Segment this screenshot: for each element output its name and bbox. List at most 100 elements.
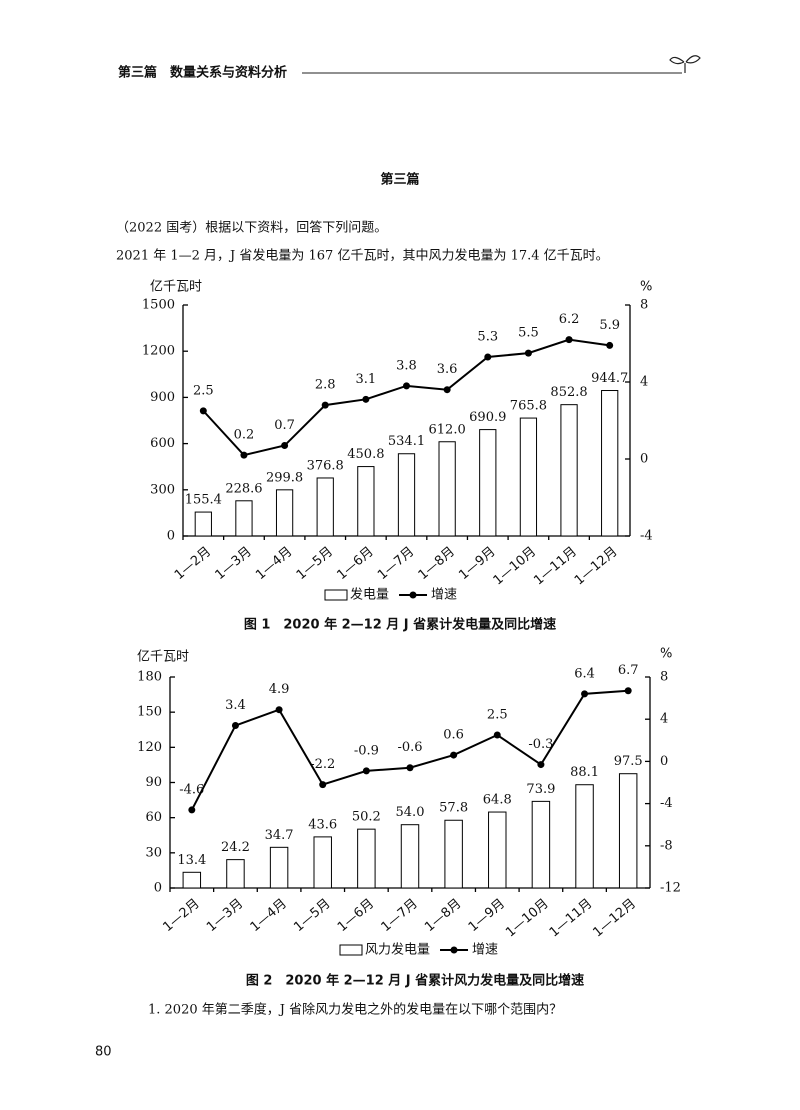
y2-tick-label: 0 xyxy=(660,754,668,769)
line-label: 0.6 xyxy=(443,728,464,743)
y2-tick-label: -4 xyxy=(640,529,653,544)
bar-label: 43.6 xyxy=(308,817,337,832)
legend-point xyxy=(450,946,458,954)
y2-tick-label: -8 xyxy=(660,838,673,853)
bar xyxy=(357,466,375,537)
y-tick-label: 150 xyxy=(137,705,162,720)
y2-tick-label: 0 xyxy=(640,452,648,467)
bar xyxy=(488,811,507,889)
line-label: 0.7 xyxy=(274,418,295,433)
x-tick-label: 1—12月 xyxy=(572,544,621,588)
bar-label: 534.1 xyxy=(388,434,425,449)
x-tick-label: 1—8月 xyxy=(422,896,464,935)
line-point xyxy=(319,781,327,789)
bar xyxy=(531,800,551,889)
y-tick-label: 1200 xyxy=(142,344,175,359)
legend-label: 增速 xyxy=(431,588,457,603)
line-label: 2.8 xyxy=(315,378,336,393)
legend-label: 增速 xyxy=(472,943,498,958)
bar xyxy=(479,429,497,537)
bar xyxy=(618,773,638,889)
line-label: 0.2 xyxy=(234,428,255,443)
bar-label: 97.5 xyxy=(614,754,643,769)
y-tick-label: 300 xyxy=(150,482,175,497)
bar-label: 944.7 xyxy=(591,371,628,386)
y-axis-label: 亿千瓦时 xyxy=(150,280,202,295)
y-tick-label: 30 xyxy=(145,845,162,860)
x-tick-label: 1—3月 xyxy=(204,896,246,935)
line-point xyxy=(524,349,532,357)
x-tick-label: 1—4月 xyxy=(253,544,295,583)
bar-label: 612.0 xyxy=(429,422,466,437)
legend-label: 发电量 xyxy=(350,587,389,603)
bar-label: 73.9 xyxy=(526,782,555,797)
y-tick-label: 600 xyxy=(150,436,175,451)
bar xyxy=(275,489,294,537)
line-label: 3.6 xyxy=(437,362,458,377)
bar-label: 54.0 xyxy=(396,805,425,820)
line-label: -4.6 xyxy=(179,782,204,797)
intro: （2022 国考）根据以下资料，回答下列问题。 xyxy=(116,220,387,236)
line-point xyxy=(537,761,545,769)
bar xyxy=(313,836,332,889)
line-point xyxy=(484,353,492,361)
x-tick-label: 1—10月 xyxy=(503,896,552,940)
line-label: -0.9 xyxy=(354,743,379,758)
bar-label: 13.4 xyxy=(177,853,206,868)
line-point xyxy=(406,764,414,772)
legend-swatch xyxy=(339,944,363,956)
y2-axis-label: % xyxy=(640,280,652,295)
line-label: -0.3 xyxy=(528,737,553,752)
line-label: 6.2 xyxy=(559,312,580,327)
y-tick-label: 120 xyxy=(137,740,162,755)
x-tick-label: 1—7月 xyxy=(379,896,421,935)
line-label: 2.5 xyxy=(487,708,508,723)
bar xyxy=(226,859,245,889)
y2-tick-label: 4 xyxy=(660,712,668,727)
line-label: 2.5 xyxy=(193,383,214,398)
line-point xyxy=(275,706,283,714)
x-tick-label: 1—10月 xyxy=(491,544,540,588)
bar xyxy=(316,477,334,537)
bar xyxy=(560,404,578,537)
line-point xyxy=(240,451,248,459)
x-tick-label: 1—2月 xyxy=(160,896,202,935)
x-tick-label: 1—11月 xyxy=(531,544,580,588)
y2-tick-label: -4 xyxy=(660,796,673,811)
y-tick-label: 180 xyxy=(137,670,162,685)
line-point xyxy=(581,690,589,698)
legend-swatch xyxy=(324,589,348,601)
legend-point xyxy=(409,591,417,599)
line-point xyxy=(362,395,370,403)
line-point xyxy=(188,806,196,814)
legend-label: 风力发电量 xyxy=(365,942,430,958)
header-title: 第三篇 数量关系与资料分析 xyxy=(118,65,287,81)
bar xyxy=(438,441,456,537)
y-tick-label: 1500 xyxy=(142,298,175,313)
y-tick-label: 90 xyxy=(145,775,162,790)
bar-label: 765.8 xyxy=(510,399,547,414)
x-tick-label: 1—12月 xyxy=(590,896,639,940)
bar-label: 450.8 xyxy=(347,447,384,462)
line-label: 3.8 xyxy=(396,358,417,373)
bar-label: 34.7 xyxy=(265,828,294,843)
x-tick-label: 1—5月 xyxy=(291,896,333,935)
line-label: 5.9 xyxy=(599,318,620,333)
y2-tick-label: 8 xyxy=(640,298,648,313)
chart-caption: 图 2 2020 年 2—12 月 J 省累计风力发电量及同比增速 xyxy=(246,973,584,989)
x-tick-label: 1—4月 xyxy=(248,896,290,935)
line-label: -2.2 xyxy=(310,757,335,772)
bar xyxy=(575,784,594,889)
line-point xyxy=(403,382,410,390)
bar-label: 690.9 xyxy=(469,410,506,425)
line-point xyxy=(231,722,239,730)
y-axis-label: 亿千瓦时 xyxy=(137,650,189,665)
bar-label: 376.8 xyxy=(307,458,344,473)
bar xyxy=(397,453,416,537)
line-point xyxy=(362,767,370,775)
chart-caption: 图 1 2020 年 2—12 月 J 省累计发电量及同比增速 xyxy=(244,617,556,633)
y-tick-label: 900 xyxy=(150,390,175,405)
line-label: 5.3 xyxy=(477,329,498,344)
bar-label: 64.8 xyxy=(483,793,512,808)
header-icon xyxy=(669,55,701,73)
